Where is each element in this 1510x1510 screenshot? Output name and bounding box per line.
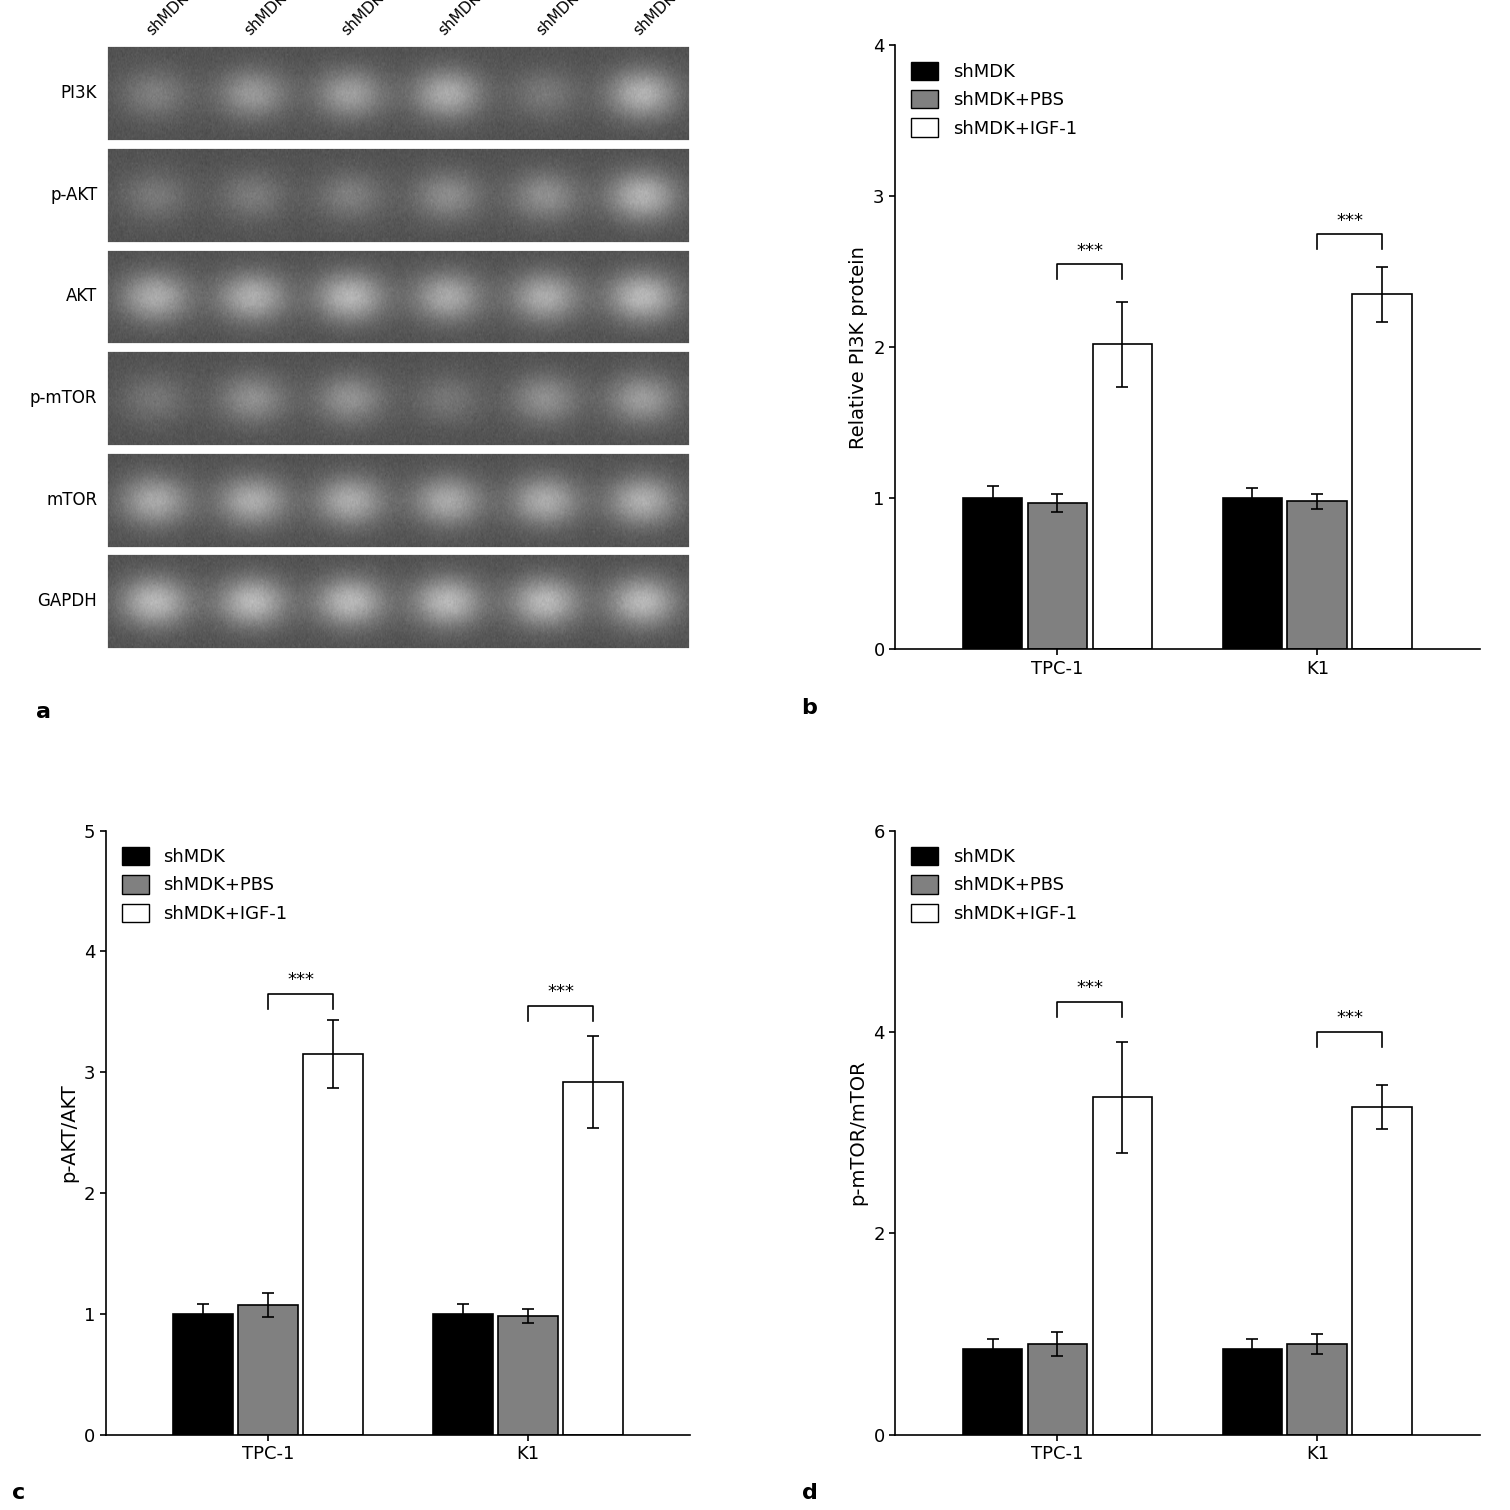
Y-axis label: GAPDH: GAPDH	[38, 592, 97, 610]
Bar	[1028, 503, 1087, 649]
Text: ***: ***	[287, 971, 314, 989]
Text: ***: ***	[1077, 978, 1104, 997]
Text: shMDK: shMDK	[143, 0, 192, 38]
Bar	[1288, 501, 1347, 649]
Bar	[1223, 498, 1282, 649]
Bar	[963, 498, 1022, 649]
Text: d: d	[802, 1483, 817, 1502]
Text: shMDK+IGF-1: shMDK+IGF-1	[631, 0, 716, 38]
Legend: shMDK, shMDK+PBS, shMDK+IGF-1: shMDK, shMDK+PBS, shMDK+IGF-1	[904, 840, 1084, 930]
Bar	[563, 1081, 622, 1434]
Legend: shMDK, shMDK+PBS, shMDK+IGF-1: shMDK, shMDK+PBS, shMDK+IGF-1	[904, 54, 1084, 145]
Bar	[1093, 344, 1152, 649]
Bar	[1288, 1344, 1347, 1434]
Y-axis label: p-AKT: p-AKT	[50, 186, 97, 204]
Text: shMDK: shMDK	[436, 0, 483, 38]
Y-axis label: Relative PI3K protein: Relative PI3K protein	[849, 246, 868, 448]
Text: a: a	[36, 702, 50, 722]
Y-axis label: p-mTOR: p-mTOR	[30, 390, 97, 408]
Y-axis label: AKT: AKT	[66, 287, 97, 305]
Text: shMDK+IGF-1: shMDK+IGF-1	[338, 0, 424, 38]
Bar	[174, 1314, 233, 1434]
Text: c: c	[12, 1483, 26, 1502]
Y-axis label: PI3K: PI3K	[60, 85, 97, 103]
Y-axis label: p-AKT/AKT: p-AKT/AKT	[59, 1083, 79, 1182]
Bar	[304, 1054, 362, 1434]
Text: b: b	[802, 698, 817, 717]
Text: shMDK+PBS: shMDK+PBS	[242, 0, 319, 38]
Bar	[1093, 1098, 1152, 1434]
Y-axis label: p-mTOR/mTOR: p-mTOR/mTOR	[849, 1060, 868, 1205]
Text: shMDK+PBS: shMDK+PBS	[533, 0, 612, 38]
Bar	[963, 1348, 1022, 1434]
Text: ***: ***	[1336, 1009, 1364, 1027]
Legend: shMDK, shMDK+PBS, shMDK+IGF-1: shMDK, shMDK+PBS, shMDK+IGF-1	[115, 840, 294, 930]
Y-axis label: mTOR: mTOR	[47, 491, 97, 509]
Bar	[498, 1317, 557, 1434]
Text: ***: ***	[547, 983, 574, 1001]
Bar	[1028, 1344, 1087, 1434]
Text: ***: ***	[1077, 242, 1104, 260]
Bar	[1223, 1348, 1282, 1434]
Bar	[433, 1314, 492, 1434]
Text: ***: ***	[1336, 211, 1364, 230]
Bar	[1353, 1107, 1412, 1434]
Bar	[239, 1305, 297, 1434]
Bar	[1353, 294, 1412, 649]
